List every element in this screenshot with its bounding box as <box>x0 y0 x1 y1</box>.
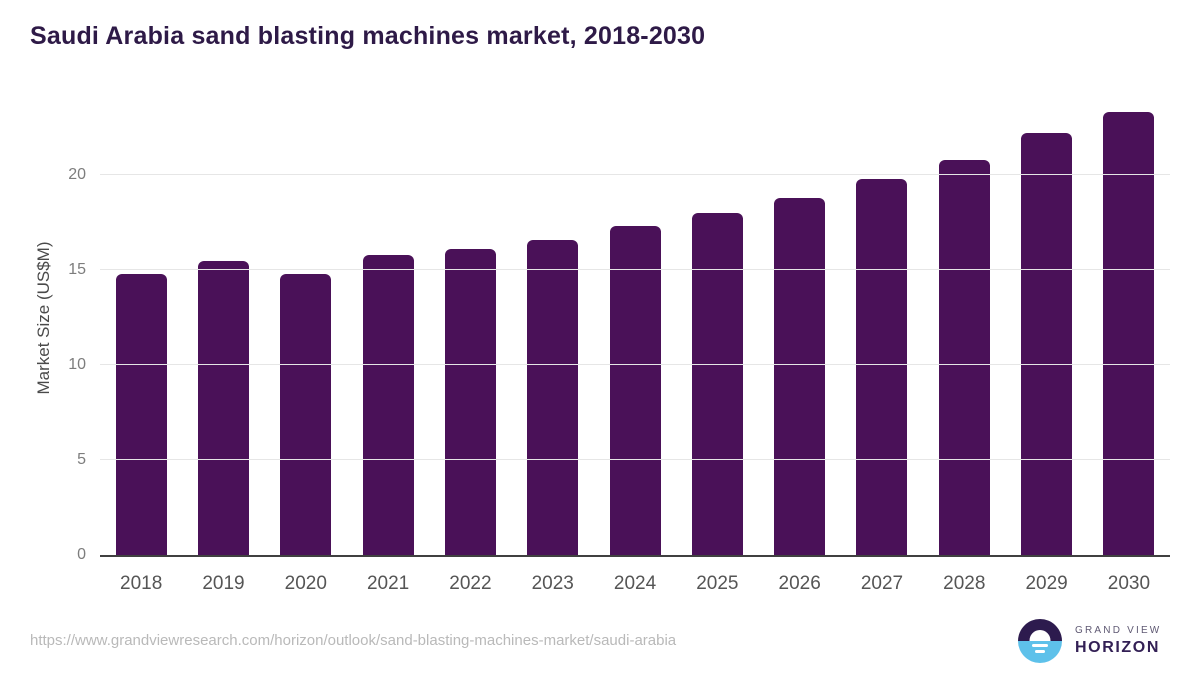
bar-2021 <box>362 254 414 555</box>
bar-2027 <box>856 178 908 555</box>
bar-2030 <box>1103 112 1155 555</box>
bar-2025 <box>691 213 743 555</box>
x-axis-label-2029: 2029 <box>1025 573 1068 594</box>
gridline-y-20 <box>100 174 1170 175</box>
bar-cell-2027 <box>841 80 923 555</box>
x-axis-label-2028: 2028 <box>943 573 986 594</box>
bar-2023 <box>527 239 579 555</box>
bars-container <box>100 80 1170 555</box>
gridline-y-15 <box>100 269 1170 270</box>
x-axis-label-2025: 2025 <box>696 573 739 594</box>
x-axis-label-2021: 2021 <box>366 573 410 594</box>
gridline-y-10 <box>100 364 1170 365</box>
bar-cell-2028 <box>923 80 1005 555</box>
y-tick-label-20: 20 <box>68 166 86 183</box>
plot-area: 0 5 10 15 20 <box>68 80 1170 563</box>
x-axis-label-2020: 2020 <box>284 573 327 594</box>
bar-cell-2023 <box>512 80 594 555</box>
sun-dome-shape <box>1029 630 1051 641</box>
bar-2028 <box>938 159 990 555</box>
bar-cell-2024 <box>594 80 676 555</box>
bar-cell-2025 <box>676 80 758 555</box>
bar-cell-2020 <box>265 80 347 555</box>
bar-2019 <box>197 260 249 555</box>
y-tick-label-15: 15 <box>68 261 86 278</box>
bar-cell-2030 <box>1088 80 1170 555</box>
logo-horizon-label: HORIZON <box>1075 639 1160 656</box>
bar-cell-2021 <box>347 80 429 555</box>
bar-cell-2029 <box>1005 80 1087 555</box>
reflection-line-2 <box>1035 650 1045 653</box>
bar-cell-2022 <box>429 80 511 555</box>
x-axis-label-2024: 2024 <box>613 573 657 594</box>
x-axis-label-2030: 2030 <box>1107 573 1151 594</box>
chart-title: Saudi Arabia sand blasting machines mark… <box>30 22 706 50</box>
bar-2022 <box>444 249 496 555</box>
horizon-sun-icon <box>1018 619 1062 663</box>
x-axis-label-2026: 2026 <box>778 573 821 594</box>
x-axis-label-2022: 2022 <box>449 573 492 594</box>
gridline-y-5 <box>100 459 1170 460</box>
grand-view-horizon-logo: GRAND VIEW HORIZON <box>1018 619 1161 663</box>
source-url: https://www.grandviewresearch.com/horizo… <box>30 632 677 649</box>
bar-2024 <box>609 226 661 555</box>
bar-cell-2018 <box>100 80 182 555</box>
x-axis-label-2023: 2023 <box>531 573 574 594</box>
bar-2026 <box>774 197 826 555</box>
x-axis-labels: 2018 2019 2020 2021 2022 2023 2024 2025 2026 2027… <box>100 557 1170 595</box>
x-axis-label-2019: 2019 <box>202 573 245 594</box>
y-axis-title: Market Size (US$M) <box>34 241 53 395</box>
logo-text: GRAND VIEW HORIZON <box>1075 625 1161 657</box>
bar-2020 <box>280 273 332 555</box>
y-tick-label-5: 5 <box>77 451 86 468</box>
bar-cell-2019 <box>182 80 264 555</box>
x-axis-label-2018: 2018 <box>120 573 163 594</box>
y-tick-label-0: 0 <box>77 546 86 563</box>
y-tick-label-10: 10 <box>68 356 86 373</box>
reflection-line-1 <box>1032 644 1048 647</box>
x-axis-label-2027: 2027 <box>860 573 904 594</box>
bar-cell-2026 <box>759 80 841 555</box>
bar-2018 <box>115 273 167 555</box>
logo-grand-view-label: GRAND VIEW <box>1075 625 1162 636</box>
bar-2029 <box>1021 133 1073 555</box>
